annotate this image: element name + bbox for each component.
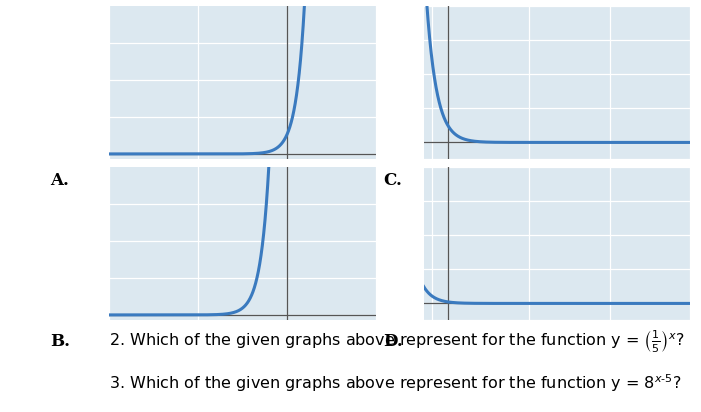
- Text: C.: C.: [383, 172, 402, 189]
- Text: A.: A.: [50, 172, 69, 189]
- Text: B.: B.: [50, 333, 70, 350]
- Text: 3. Which of the given graphs above represent for the function y = $8^{x\text{-}5: 3. Which of the given graphs above repre…: [109, 372, 681, 394]
- Text: D.: D.: [383, 333, 403, 350]
- Text: 2. Which of the given graphs above represent for the function y = $\left(\frac{1: 2. Which of the given graphs above repre…: [109, 328, 684, 354]
